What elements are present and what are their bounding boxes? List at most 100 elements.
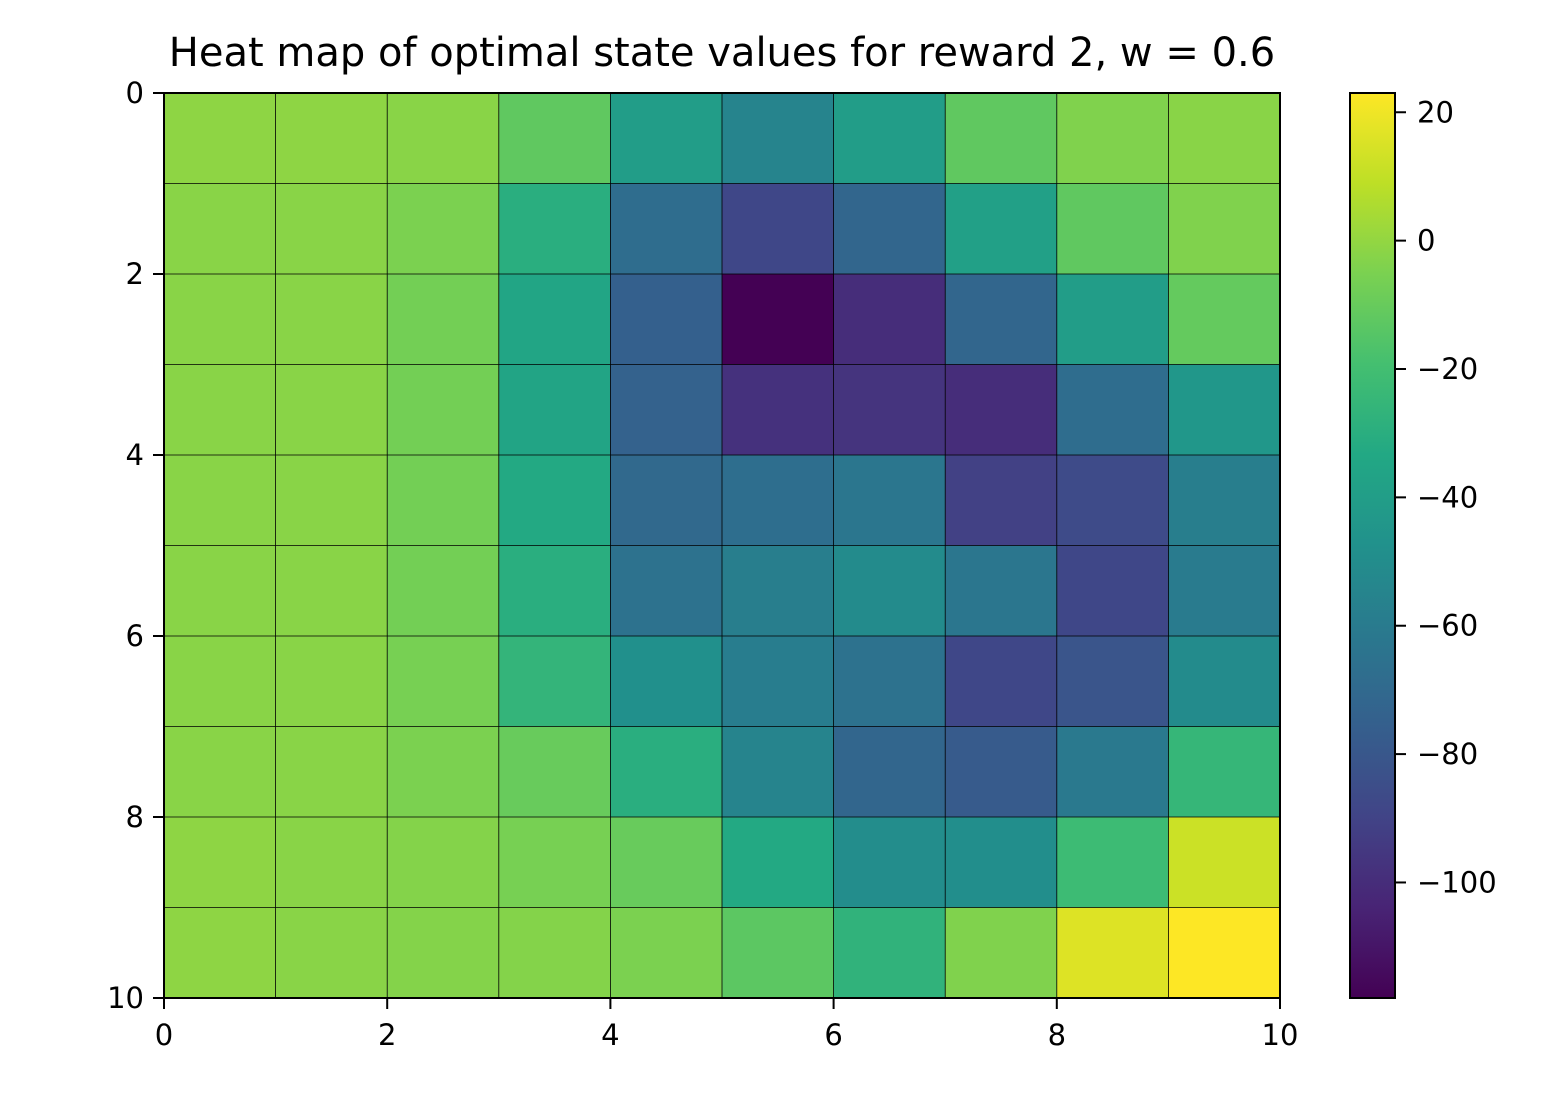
heatmap-cell: [610, 93, 723, 184]
colorbar-tick-label: −20: [1417, 352, 1478, 386]
heatmap-cell: [722, 636, 835, 727]
heatmap-cell: [498, 183, 611, 275]
heatmap-cell: [945, 183, 1058, 275]
heatmap-cell: [1168, 636, 1281, 727]
heatmap-cell: [610, 817, 723, 908]
colorbar-axis: 20 0 −20 −40 −60 −80 −100: [1395, 95, 1497, 899]
x-tick-label: 2: [378, 1018, 396, 1052]
heatmap-cell: [722, 364, 835, 456]
heatmap-cell: [387, 364, 500, 456]
heatmap-cell: [722, 545, 835, 637]
heatmap-cell: [722, 455, 835, 546]
heatmap-cell: [833, 817, 946, 908]
heatmap-cell: [164, 545, 277, 637]
heatmap-cell: [722, 907, 835, 999]
heatmap-cell: [722, 274, 835, 365]
x-tick-label: 6: [824, 1018, 842, 1052]
heatmap-cell: [945, 545, 1058, 637]
heatmap-cell: [387, 726, 500, 818]
heatmap-cell: [498, 364, 611, 456]
heatmap-cell: [1056, 817, 1169, 908]
heatmap-cell: [498, 545, 611, 637]
heatmap-cell: [275, 545, 388, 637]
x-tick-label: 0: [155, 1018, 173, 1052]
heatmap-cell: [387, 455, 500, 546]
heatmap-cell: [1168, 907, 1281, 999]
heatmap-cell: [164, 817, 277, 908]
heatmap-cell: [275, 907, 388, 999]
y-tick-label: 6: [126, 619, 144, 653]
heatmap-cell: [275, 364, 388, 456]
heatmap-cell: [387, 183, 500, 275]
heatmap-cell: [387, 636, 500, 727]
heatmap-cell: [610, 183, 723, 275]
heatmap-cell: [833, 274, 946, 365]
chart-title: Heat map of optimal state values for rew…: [169, 30, 1275, 76]
heatmap-cell: [275, 455, 388, 546]
heatmap-cell: [945, 726, 1058, 818]
colorbar-tick-label: 0: [1417, 224, 1435, 258]
heatmap-cell: [945, 455, 1058, 546]
heatmap-cell: [498, 907, 611, 999]
heatmap-cell: [1056, 93, 1169, 184]
y-tick-label: 0: [126, 76, 144, 110]
heatmap-cell: [387, 545, 500, 637]
heatmap-cell: [387, 93, 500, 184]
colorbar-tick-label: −80: [1417, 737, 1478, 771]
heatmap-cell: [833, 364, 946, 456]
heatmap-cell: [610, 455, 723, 546]
heatmap-cell: [1168, 274, 1281, 365]
heatmap-cell: [610, 636, 723, 727]
heatmap-cell: [498, 726, 611, 818]
heatmap-cell: [164, 93, 277, 184]
heatmap-cell: [164, 455, 277, 546]
colorbar-tick-label: 20: [1417, 95, 1454, 129]
y-tick-label: 8: [126, 800, 144, 834]
heatmap-cell: [833, 545, 946, 637]
heatmap-cell: [833, 183, 946, 275]
heatmap-cell: [164, 907, 277, 999]
x-tick-label: 8: [1048, 1018, 1066, 1052]
heatmap-cell: [833, 636, 946, 727]
heatmap-cell: [275, 726, 388, 818]
heatmap-cell: [387, 274, 500, 365]
heatmap-cell: [498, 636, 611, 727]
y-tick-label: 4: [126, 438, 144, 472]
heatmap-cell: [498, 93, 611, 184]
heatmap-cell: [833, 93, 946, 184]
heatmap-cell: [833, 907, 946, 999]
heatmap-cell: [945, 636, 1058, 727]
heatmap-cell: [498, 274, 611, 365]
heatmap-cell: [945, 817, 1058, 908]
heatmap-cell: [1056, 455, 1169, 546]
heatmap-cell: [945, 364, 1058, 456]
plot-frame: [163, 92, 1281, 999]
x-axis: 0 2 4 6 8 10: [155, 998, 1299, 1052]
heatmap-cell: [1056, 726, 1169, 818]
heatmap-cell: [1056, 183, 1169, 275]
heatmap-cell: [164, 274, 277, 365]
heatmap-cell: [1168, 817, 1281, 908]
x-tick-label: 10: [1262, 1018, 1299, 1052]
heatmap-cell: [164, 364, 277, 456]
heatmap-cell: [722, 93, 835, 184]
heatmap-cell: [498, 455, 611, 546]
heatmap-cell: [610, 364, 723, 456]
heatmap-cell: [1168, 726, 1281, 818]
heatmap-cell: [1168, 364, 1281, 456]
heatmap-cell: [610, 545, 723, 637]
colorbar-tick-label: −40: [1417, 480, 1478, 514]
heatmap-cell: [945, 93, 1058, 184]
heatmap-cell: [610, 274, 723, 365]
colorbar: [1349, 92, 1396, 999]
heatmap-cell: [275, 93, 388, 184]
heatmap-cell: [275, 817, 388, 908]
heatmap-cell: [945, 274, 1058, 365]
cell-grid-lines: [164, 93, 1280, 998]
heatmap-cell: [387, 817, 500, 908]
heatmap-cell: [1056, 364, 1169, 456]
y-tick-label: 2: [126, 257, 144, 291]
heatmap-cell: [1056, 545, 1169, 637]
heatmap-cell: [498, 817, 611, 908]
heatmap-cell: [1056, 274, 1169, 365]
